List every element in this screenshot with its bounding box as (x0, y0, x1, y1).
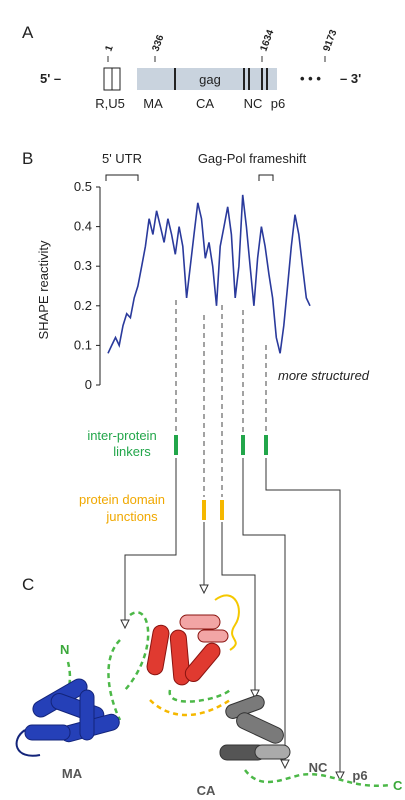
position: 336 (150, 33, 166, 53)
y-tick-label: 0 (85, 377, 92, 392)
arrows (124, 458, 341, 772)
three-prime: – 3' (340, 71, 361, 86)
bracket-label: Gag-Pol frameshift (198, 151, 307, 166)
gene-name: gag (199, 72, 221, 87)
domain-label: NC (309, 760, 328, 775)
region: MA (143, 96, 163, 111)
dots: • • • (300, 71, 321, 86)
panel-label: A (22, 23, 34, 42)
y-tick-label: 0.5 (74, 179, 92, 194)
legend-text: inter-protein (87, 428, 156, 443)
ca-c-structure (219, 695, 291, 761)
markers (174, 435, 268, 520)
five-prime: 5' – (40, 71, 61, 86)
bracket (105, 174, 139, 181)
region: NC (244, 96, 263, 111)
reactivity-line (107, 194, 311, 354)
y-axis-label: SHAPE reactivity (36, 240, 51, 339)
bracket-label: 5' UTR (102, 151, 142, 166)
region: R,U5 (95, 96, 125, 111)
terminus: N (60, 642, 69, 657)
legend-text: linkers (113, 444, 151, 459)
position: 1634 (258, 28, 276, 53)
y-tick-label: 0.4 (74, 219, 92, 234)
domain-label: MA (62, 766, 83, 781)
ca-n-structure (146, 594, 240, 686)
arrow-heads (120, 584, 345, 782)
position: 1 (103, 44, 115, 53)
terminus: C (393, 778, 403, 793)
domain-label: CA (197, 783, 216, 798)
position: 9173 (321, 28, 339, 53)
gag-divisions (174, 68, 268, 90)
legend-text: junctions (105, 509, 158, 524)
legend-text: protein domain (79, 492, 165, 507)
panel-label: C (22, 575, 34, 594)
gag-box (137, 68, 277, 90)
domain-label: p6 (352, 768, 367, 783)
plot: 0 0.1 0.2 0.3 0.4 0.5 (74, 179, 311, 392)
y-tick-label: 0.2 (74, 298, 92, 313)
ma-structure (15, 678, 120, 757)
region: CA (196, 96, 214, 111)
connectors (175, 300, 267, 497)
ticks (107, 56, 326, 62)
linker (149, 698, 231, 717)
annotation: more structured (278, 368, 370, 383)
bracket (258, 174, 274, 181)
y-tick-label: 0.3 (74, 258, 92, 273)
panel-label: B (22, 149, 33, 168)
region: p6 (271, 96, 285, 111)
y-tick-label: 0.1 (74, 337, 92, 352)
